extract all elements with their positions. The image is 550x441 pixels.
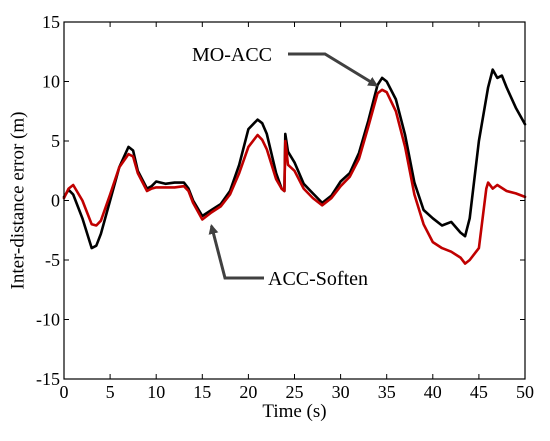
y-tick-label: 10 xyxy=(42,72,60,92)
axis-ticks: 0 5 10 15 20 25 30 35 40 45 50 -15 -10 -5 0 5 10 15 xyxy=(36,12,534,402)
annotation-arrow-mo-acc xyxy=(288,52,379,87)
series-line-acc-soften xyxy=(62,88,527,265)
y-tick-label: 5 xyxy=(51,131,60,151)
y-tick-label: -15 xyxy=(36,369,60,389)
x-axis-label: Time (s) xyxy=(262,401,326,422)
x-tick-label: 15 xyxy=(193,382,211,402)
x-tick-label: 35 xyxy=(378,382,396,402)
series-layer xyxy=(62,68,527,265)
y-tick-label: -10 xyxy=(36,310,60,330)
y-tick-label: -5 xyxy=(45,250,60,270)
x-tick-label: 30 xyxy=(332,382,350,402)
x-tick-label: 45 xyxy=(470,382,488,402)
x-tick-label: 0 xyxy=(60,382,69,402)
x-tick-label: 25 xyxy=(286,382,304,402)
y-axis-label: Inter-distance error (m) xyxy=(8,112,29,290)
x-tick-label: 50 xyxy=(516,382,534,402)
y-tick-label: 15 xyxy=(42,12,60,32)
annotation-acc-soften: ACC-Soften xyxy=(268,268,368,290)
plot-area-frame xyxy=(63,21,526,380)
annotations: MO-ACC ACC-Soften xyxy=(192,44,379,290)
x-tick-label: 5 xyxy=(106,382,115,402)
annotation-arrow-acc-soften xyxy=(208,223,264,280)
x-tick-label: 20 xyxy=(239,382,257,402)
x-tick-label: 40 xyxy=(424,382,442,402)
x-tick-label: 10 xyxy=(147,382,165,402)
annotation-mo-acc: MO-ACC xyxy=(192,44,272,66)
y-tick-label: 0 xyxy=(51,191,60,211)
